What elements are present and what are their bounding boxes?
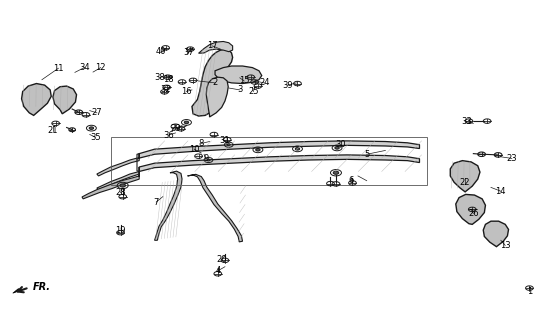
Text: 25: 25 [249, 87, 259, 96]
Text: 2: 2 [213, 78, 218, 87]
Polygon shape [155, 171, 182, 240]
Text: 19: 19 [115, 226, 126, 235]
Polygon shape [187, 174, 242, 242]
Polygon shape [456, 195, 485, 224]
Text: 10: 10 [189, 145, 199, 154]
Text: 27: 27 [91, 108, 102, 117]
Text: 8: 8 [198, 139, 204, 148]
Text: 16: 16 [181, 87, 192, 96]
Polygon shape [139, 155, 419, 172]
Text: 23: 23 [506, 154, 517, 163]
Text: 24: 24 [260, 78, 270, 87]
Circle shape [256, 148, 260, 151]
Text: 1: 1 [527, 287, 532, 296]
Text: 14: 14 [495, 187, 506, 196]
Text: 29: 29 [170, 124, 181, 132]
Bar [111, 137, 426, 186]
Polygon shape [13, 289, 21, 293]
Text: 37: 37 [183, 48, 194, 57]
Polygon shape [206, 77, 228, 117]
Text: 40: 40 [156, 47, 166, 56]
Text: 21: 21 [47, 126, 58, 135]
Circle shape [295, 148, 300, 150]
Text: 4: 4 [215, 266, 220, 276]
Text: 20: 20 [217, 255, 227, 264]
Text: 30: 30 [335, 140, 345, 149]
Polygon shape [97, 154, 139, 176]
Text: 7: 7 [154, 197, 159, 206]
Text: 33: 33 [461, 117, 472, 126]
Circle shape [120, 184, 126, 187]
Text: 5: 5 [364, 150, 369, 159]
Polygon shape [139, 141, 419, 158]
Circle shape [333, 171, 339, 174]
Text: 13: 13 [500, 241, 511, 250]
Polygon shape [450, 161, 480, 192]
Text: 34: 34 [79, 63, 90, 72]
Text: 36: 36 [163, 131, 174, 140]
Text: 31: 31 [220, 136, 230, 145]
Text: 6: 6 [349, 176, 354, 185]
Polygon shape [82, 172, 139, 199]
Text: 3: 3 [237, 85, 242, 94]
Polygon shape [53, 86, 77, 114]
Polygon shape [483, 221, 509, 247]
Text: 26: 26 [468, 209, 479, 218]
Polygon shape [215, 66, 262, 84]
Text: 39: 39 [282, 81, 293, 90]
Text: 22: 22 [460, 179, 471, 188]
Text: 12: 12 [95, 63, 106, 72]
Polygon shape [21, 84, 51, 116]
Text: 32: 32 [160, 85, 171, 94]
Text: 35: 35 [90, 132, 100, 141]
Polygon shape [97, 167, 139, 190]
Circle shape [89, 127, 94, 129]
Text: 17: 17 [207, 41, 218, 51]
Circle shape [335, 147, 339, 149]
Text: FR.: FR. [33, 283, 51, 292]
Circle shape [207, 159, 210, 161]
Polygon shape [198, 42, 233, 53]
Circle shape [184, 121, 188, 124]
Polygon shape [192, 49, 233, 116]
Text: 18: 18 [163, 75, 174, 84]
Text: 11: 11 [53, 64, 64, 73]
Text: 28: 28 [115, 188, 126, 197]
Text: 9: 9 [203, 154, 208, 163]
Text: 15: 15 [239, 76, 250, 85]
Circle shape [227, 144, 230, 146]
Text: 38: 38 [155, 73, 165, 82]
